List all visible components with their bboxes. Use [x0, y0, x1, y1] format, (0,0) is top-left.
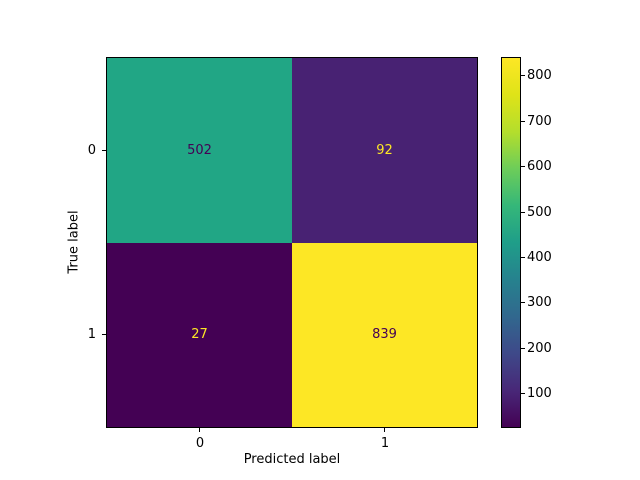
colorbar-tick-label: 100 [527, 386, 552, 402]
colorbar-tick [521, 393, 525, 395]
colorbar-tick-label: 400 [527, 249, 552, 265]
colorbar-tick [521, 211, 525, 213]
colorbar-tick [521, 120, 525, 122]
colorbar-tick-label: 300 [527, 295, 552, 311]
x-tick-label-0: 0 [195, 436, 205, 451]
x-axis-label: Predicted label [243, 452, 341, 467]
colorbar-tick-label: 600 [527, 159, 552, 175]
y-tick-label-1: 1 [87, 327, 96, 342]
colorbar-tick-label: 700 [527, 113, 552, 129]
colorbar-tick [521, 347, 525, 349]
y-tick-label-0: 0 [87, 143, 96, 158]
x-tick-1 [384, 428, 385, 432]
matrix-cell-0-0: 502 [107, 58, 292, 243]
x-tick-0 [199, 428, 200, 432]
matrix-cell-1-0: 27 [107, 242, 292, 427]
colorbar-tick [521, 75, 525, 77]
colorbar-tick [521, 256, 525, 258]
y-axis-label: True label [66, 210, 82, 274]
matrix-cell-0-1: 92 [292, 58, 477, 243]
colorbar-tick-label: 200 [527, 340, 552, 356]
colorbar-gradient [502, 58, 520, 427]
colorbar-tick [521, 302, 525, 304]
x-tick-label-1: 1 [380, 436, 390, 451]
colorbar [501, 57, 521, 428]
plot-area: 502 92 27 839 [106, 57, 478, 428]
colorbar-tick-label: 500 [527, 204, 552, 220]
colorbar-tick [521, 166, 525, 168]
colorbar-tick-label: 800 [527, 68, 552, 84]
matrix-cell-1-1: 839 [292, 242, 477, 427]
y-tick-1 [102, 334, 106, 335]
y-tick-0 [102, 150, 106, 151]
